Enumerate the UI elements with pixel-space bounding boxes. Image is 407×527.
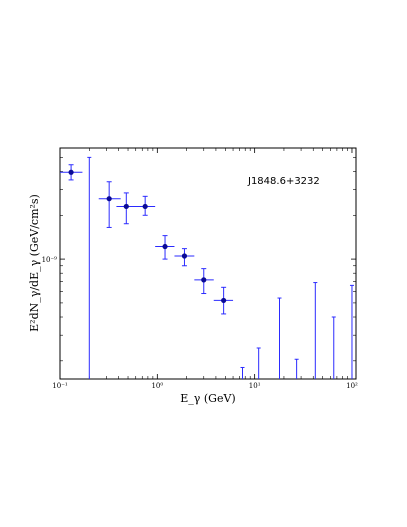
- data-point: [68, 169, 74, 175]
- axis-ticks: 10⁻¹ 10⁰ 10¹ 10² 10⁻⁹: [42, 148, 358, 390]
- error-bars: [60, 164, 234, 315]
- data-point: [123, 203, 129, 210]
- data-points: [68, 169, 227, 304]
- y-axis-label: E²dN_γ/dE_γ (GeV/cm²s): [28, 194, 41, 332]
- data-point: [142, 203, 148, 210]
- x-tick-label: 10⁰: [151, 382, 163, 390]
- x-axis-label: E_γ (GeV): [180, 392, 235, 405]
- data-point: [106, 196, 112, 202]
- upper-limit-lines: [87, 156, 354, 379]
- plot-frame: [59, 147, 357, 380]
- data-point: [162, 243, 168, 250]
- x-tick-label: 10²: [346, 382, 358, 390]
- data-point: [221, 297, 227, 304]
- x-tick-label: 10⁻¹: [52, 382, 68, 390]
- data-point: [201, 277, 207, 283]
- source-annotation: J1848.6+3232: [247, 176, 320, 187]
- data-point: [181, 253, 188, 259]
- x-tick-label: 10¹: [249, 382, 261, 390]
- y-tick-label: 10⁻⁹: [42, 256, 58, 264]
